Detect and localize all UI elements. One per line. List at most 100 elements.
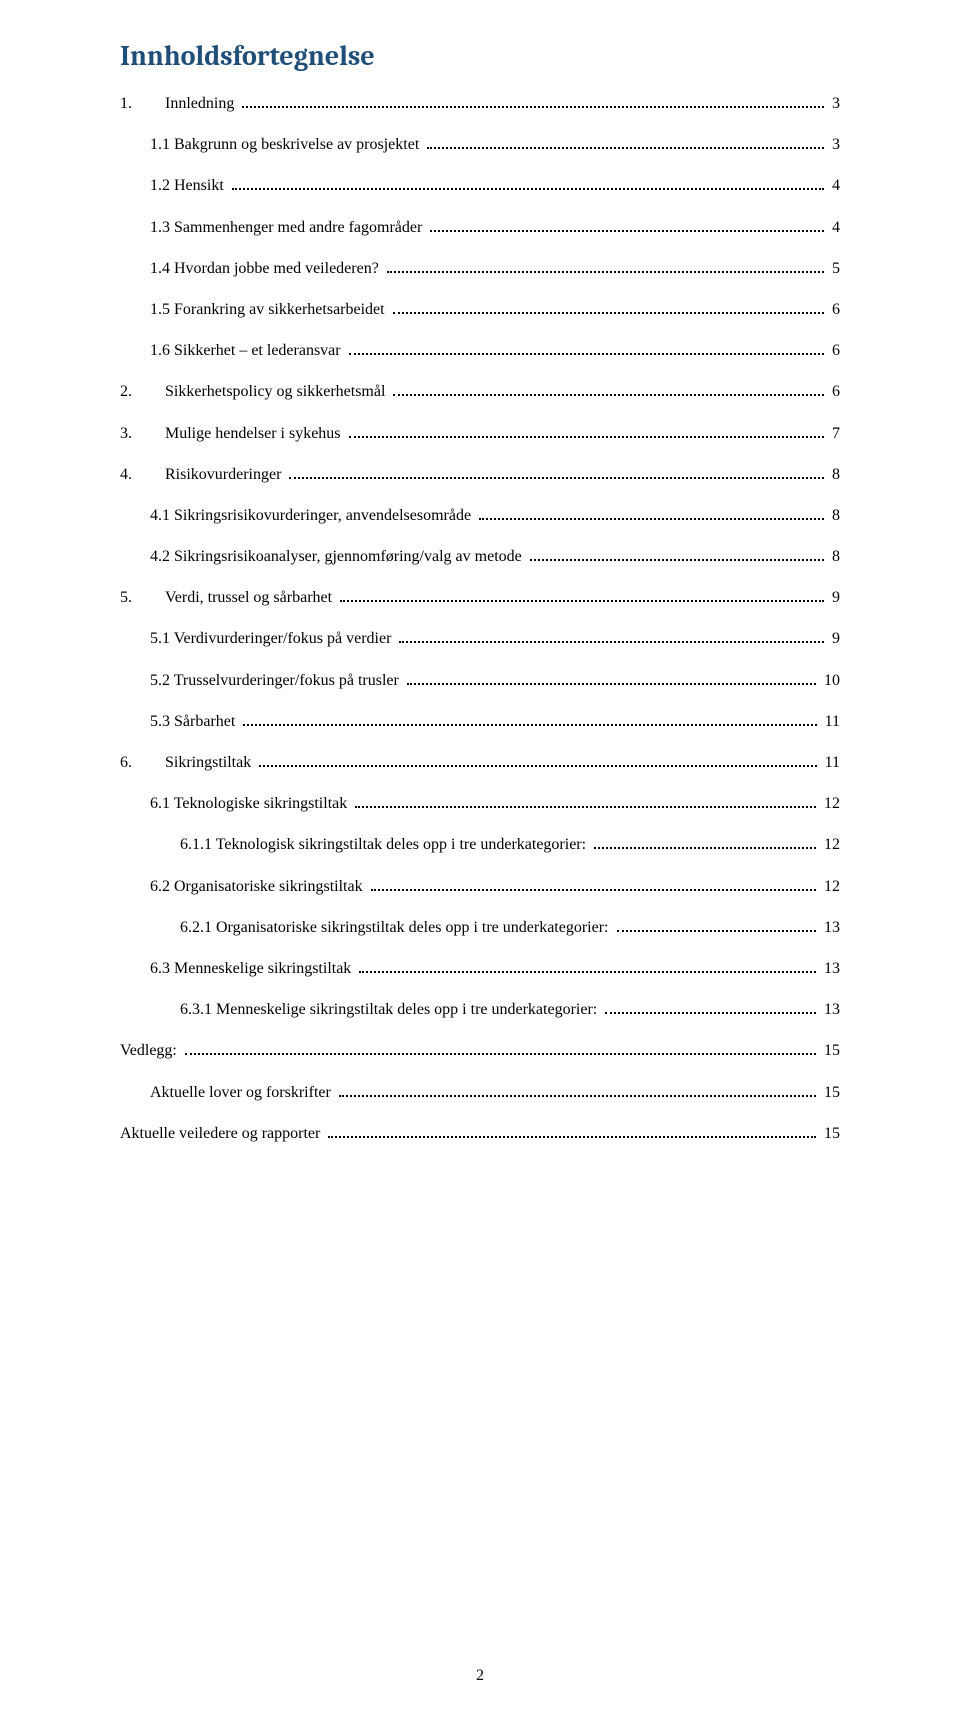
- toc-entry-label: Aktuelle veiledere og rapporter: [120, 1120, 324, 1147]
- toc-entry[interactable]: 1.3 Sammenhenger med andre fagområder 4: [120, 214, 840, 241]
- toc-entry-page: 13: [820, 914, 840, 941]
- toc-leader-dots: [243, 713, 816, 726]
- toc-entry-label: Innledning: [165, 90, 238, 117]
- toc-entry-label: 6.1.1 Teknologisk sikringstiltak deles o…: [180, 831, 590, 858]
- toc-entry-page: 6: [828, 296, 840, 323]
- toc-entry[interactable]: 6.2 Organisatoriske sikringstiltak12: [120, 873, 840, 900]
- toc-entry-number: 5.: [120, 584, 165, 611]
- toc-leader-dots: [349, 425, 824, 438]
- toc-leader-dots: [289, 466, 824, 479]
- toc-entry-label: 1.1 Bakgrunn og beskrivelse av prosjekte…: [150, 131, 423, 158]
- toc-entry[interactable]: 4.2 Sikringsrisikoanalyser, gjennomførin…: [120, 543, 840, 570]
- toc-entry-number: 4.: [120, 461, 165, 488]
- toc-entry-page: 9: [828, 625, 840, 652]
- toc-entry[interactable]: Vedlegg:15: [120, 1037, 840, 1064]
- toc-entry[interactable]: 6.1.1 Teknologisk sikringstiltak deles o…: [120, 831, 840, 858]
- toc-entry-page: 11: [821, 749, 840, 776]
- toc-entry-label: 1.2 Hensikt: [150, 172, 228, 199]
- toc-leader-dots: [407, 672, 816, 685]
- toc-entry[interactable]: 4.1 Sikringsrisikovurderinger, anvendels…: [120, 502, 840, 529]
- toc-leader-dots: [232, 178, 824, 191]
- toc-entry[interactable]: 3.Mulige hendelser i sykehus7: [120, 420, 840, 447]
- toc-entry-page: 12: [820, 831, 840, 858]
- toc-leader-dots: [359, 960, 816, 973]
- toc-entry-label: Mulige hendelser i sykehus: [165, 420, 345, 447]
- toc-leader-dots: [617, 919, 817, 932]
- toc-leader-dots: [430, 219, 824, 232]
- toc-entry-label: 6.1 Teknologiske sikringstiltak: [150, 790, 351, 817]
- toc-leader-dots: [427, 136, 824, 149]
- toc-leader-dots: [393, 301, 824, 314]
- toc-entry[interactable]: 1.2 Hensikt 4: [120, 172, 840, 199]
- toc-entry[interactable]: Aktuelle veiledere og rapporter 15: [120, 1120, 840, 1147]
- toc-entry[interactable]: 6.Sikringstiltak 11: [120, 749, 840, 776]
- toc-entry[interactable]: 1.Innledning3: [120, 90, 840, 117]
- toc-entry-page: 13: [820, 955, 840, 982]
- toc-entry-label: 1.3 Sammenhenger med andre fagområder: [150, 214, 426, 241]
- toc-entry-label: Verdi, trussel og sårbarhet: [165, 584, 336, 611]
- toc-entry-number: 3.: [120, 420, 165, 447]
- toc-entry-label: 6.2.1 Organisatoriske sikringstiltak del…: [180, 914, 613, 941]
- toc-leader-dots: [605, 1001, 816, 1014]
- toc-entry[interactable]: 6.2.1 Organisatoriske sikringstiltak del…: [120, 914, 840, 941]
- toc-entry-label: 1.6 Sikkerhet – et lederansvar: [150, 337, 345, 364]
- toc-leader-dots: [339, 1084, 816, 1097]
- toc-leader-dots: [399, 631, 824, 644]
- toc-entry-page: 10: [820, 667, 840, 694]
- toc-leader-dots: [387, 260, 824, 273]
- toc-leader-dots: [349, 342, 824, 355]
- toc-entry-page: 15: [820, 1120, 840, 1147]
- toc-entry-page: 5: [828, 255, 840, 282]
- toc-leader-dots: [393, 384, 824, 397]
- toc-leader-dots: [259, 754, 816, 767]
- toc-leader-dots: [371, 878, 816, 891]
- toc-entry[interactable]: 4.Risikovurderinger 8: [120, 461, 840, 488]
- toc-entry[interactable]: 1.4 Hvordan jobbe med veilederen? 5: [120, 255, 840, 282]
- toc-entry-label: 4.2 Sikringsrisikoanalyser, gjennomførin…: [150, 543, 526, 570]
- toc-leader-dots: [594, 837, 816, 850]
- toc-list: 1.Innledning31.1 Bakgrunn og beskrivelse…: [120, 90, 840, 1147]
- toc-entry-label: Sikringstiltak: [165, 749, 255, 776]
- toc-entry[interactable]: 1.6 Sikkerhet – et lederansvar 6: [120, 337, 840, 364]
- toc-entry[interactable]: 1.5 Forankring av sikkerhetsarbeidet 6: [120, 296, 840, 323]
- toc-entry[interactable]: 6.1 Teknologiske sikringstiltak12: [120, 790, 840, 817]
- toc-entry-page: 6: [828, 337, 840, 364]
- toc-entry-page: 11: [821, 708, 840, 735]
- toc-entry-number: 6.: [120, 749, 165, 776]
- toc-entry-label: 6.2 Organisatoriske sikringstiltak: [150, 873, 367, 900]
- toc-entry[interactable]: 2.Sikkerhetspolicy og sikkerhetsmål 6: [120, 378, 840, 405]
- toc-entry-number: 1.: [120, 90, 165, 117]
- toc-entry-page: 15: [820, 1079, 840, 1106]
- toc-entry-label: Risikovurderinger: [165, 461, 285, 488]
- toc-entry[interactable]: Aktuelle lover og forskrifter 15: [120, 1079, 840, 1106]
- toc-entry-label: Aktuelle lover og forskrifter: [150, 1079, 335, 1106]
- toc-entry-page: 3: [828, 131, 840, 158]
- toc-entry[interactable]: 5.Verdi, trussel og sårbarhet9: [120, 584, 840, 611]
- toc-entry[interactable]: 5.1 Verdivurderinger/fokus på verdier 9: [120, 625, 840, 652]
- toc-entry-number: 2.: [120, 378, 165, 405]
- toc-entry[interactable]: 6.3.1 Menneskelige sikringstiltak deles …: [120, 996, 840, 1023]
- toc-entry[interactable]: 5.3 Sårbarhet11: [120, 708, 840, 735]
- toc-entry-label: 5.1 Verdivurderinger/fokus på verdier: [150, 625, 395, 652]
- toc-entry-label: 4.1 Sikringsrisikovurderinger, anvendels…: [150, 502, 475, 529]
- page-number: 2: [0, 1667, 960, 1685]
- toc-leader-dots: [479, 507, 824, 520]
- toc-entry-page: 6: [828, 378, 840, 405]
- toc-entry-page: 8: [828, 502, 840, 529]
- toc-leader-dots: [242, 95, 824, 108]
- toc-entry-page: 8: [828, 461, 840, 488]
- toc-entry-page: 8: [828, 543, 840, 570]
- toc-entry-label: 5.2 Trusselvurderinger/fokus på trusler: [150, 667, 403, 694]
- toc-entry-page: 15: [820, 1037, 840, 1064]
- toc-entry-label: 1.4 Hvordan jobbe med veilederen?: [150, 255, 383, 282]
- toc-entry-label: 6.3.1 Menneskelige sikringstiltak deles …: [180, 996, 601, 1023]
- toc-entry-page: 4: [828, 172, 840, 199]
- toc-leader-dots: [328, 1125, 816, 1138]
- toc-leader-dots: [340, 589, 824, 602]
- toc-entry-label: Sikkerhetspolicy og sikkerhetsmål: [165, 378, 389, 405]
- toc-entry[interactable]: 1.1 Bakgrunn og beskrivelse av prosjekte…: [120, 131, 840, 158]
- toc-entry-label: 1.5 Forankring av sikkerhetsarbeidet: [150, 296, 389, 323]
- toc-entry[interactable]: 6.3 Menneskelige sikringstiltak13: [120, 955, 840, 982]
- toc-entry[interactable]: 5.2 Trusselvurderinger/fokus på trusler 1…: [120, 667, 840, 694]
- toc-entry-page: 4: [828, 214, 840, 241]
